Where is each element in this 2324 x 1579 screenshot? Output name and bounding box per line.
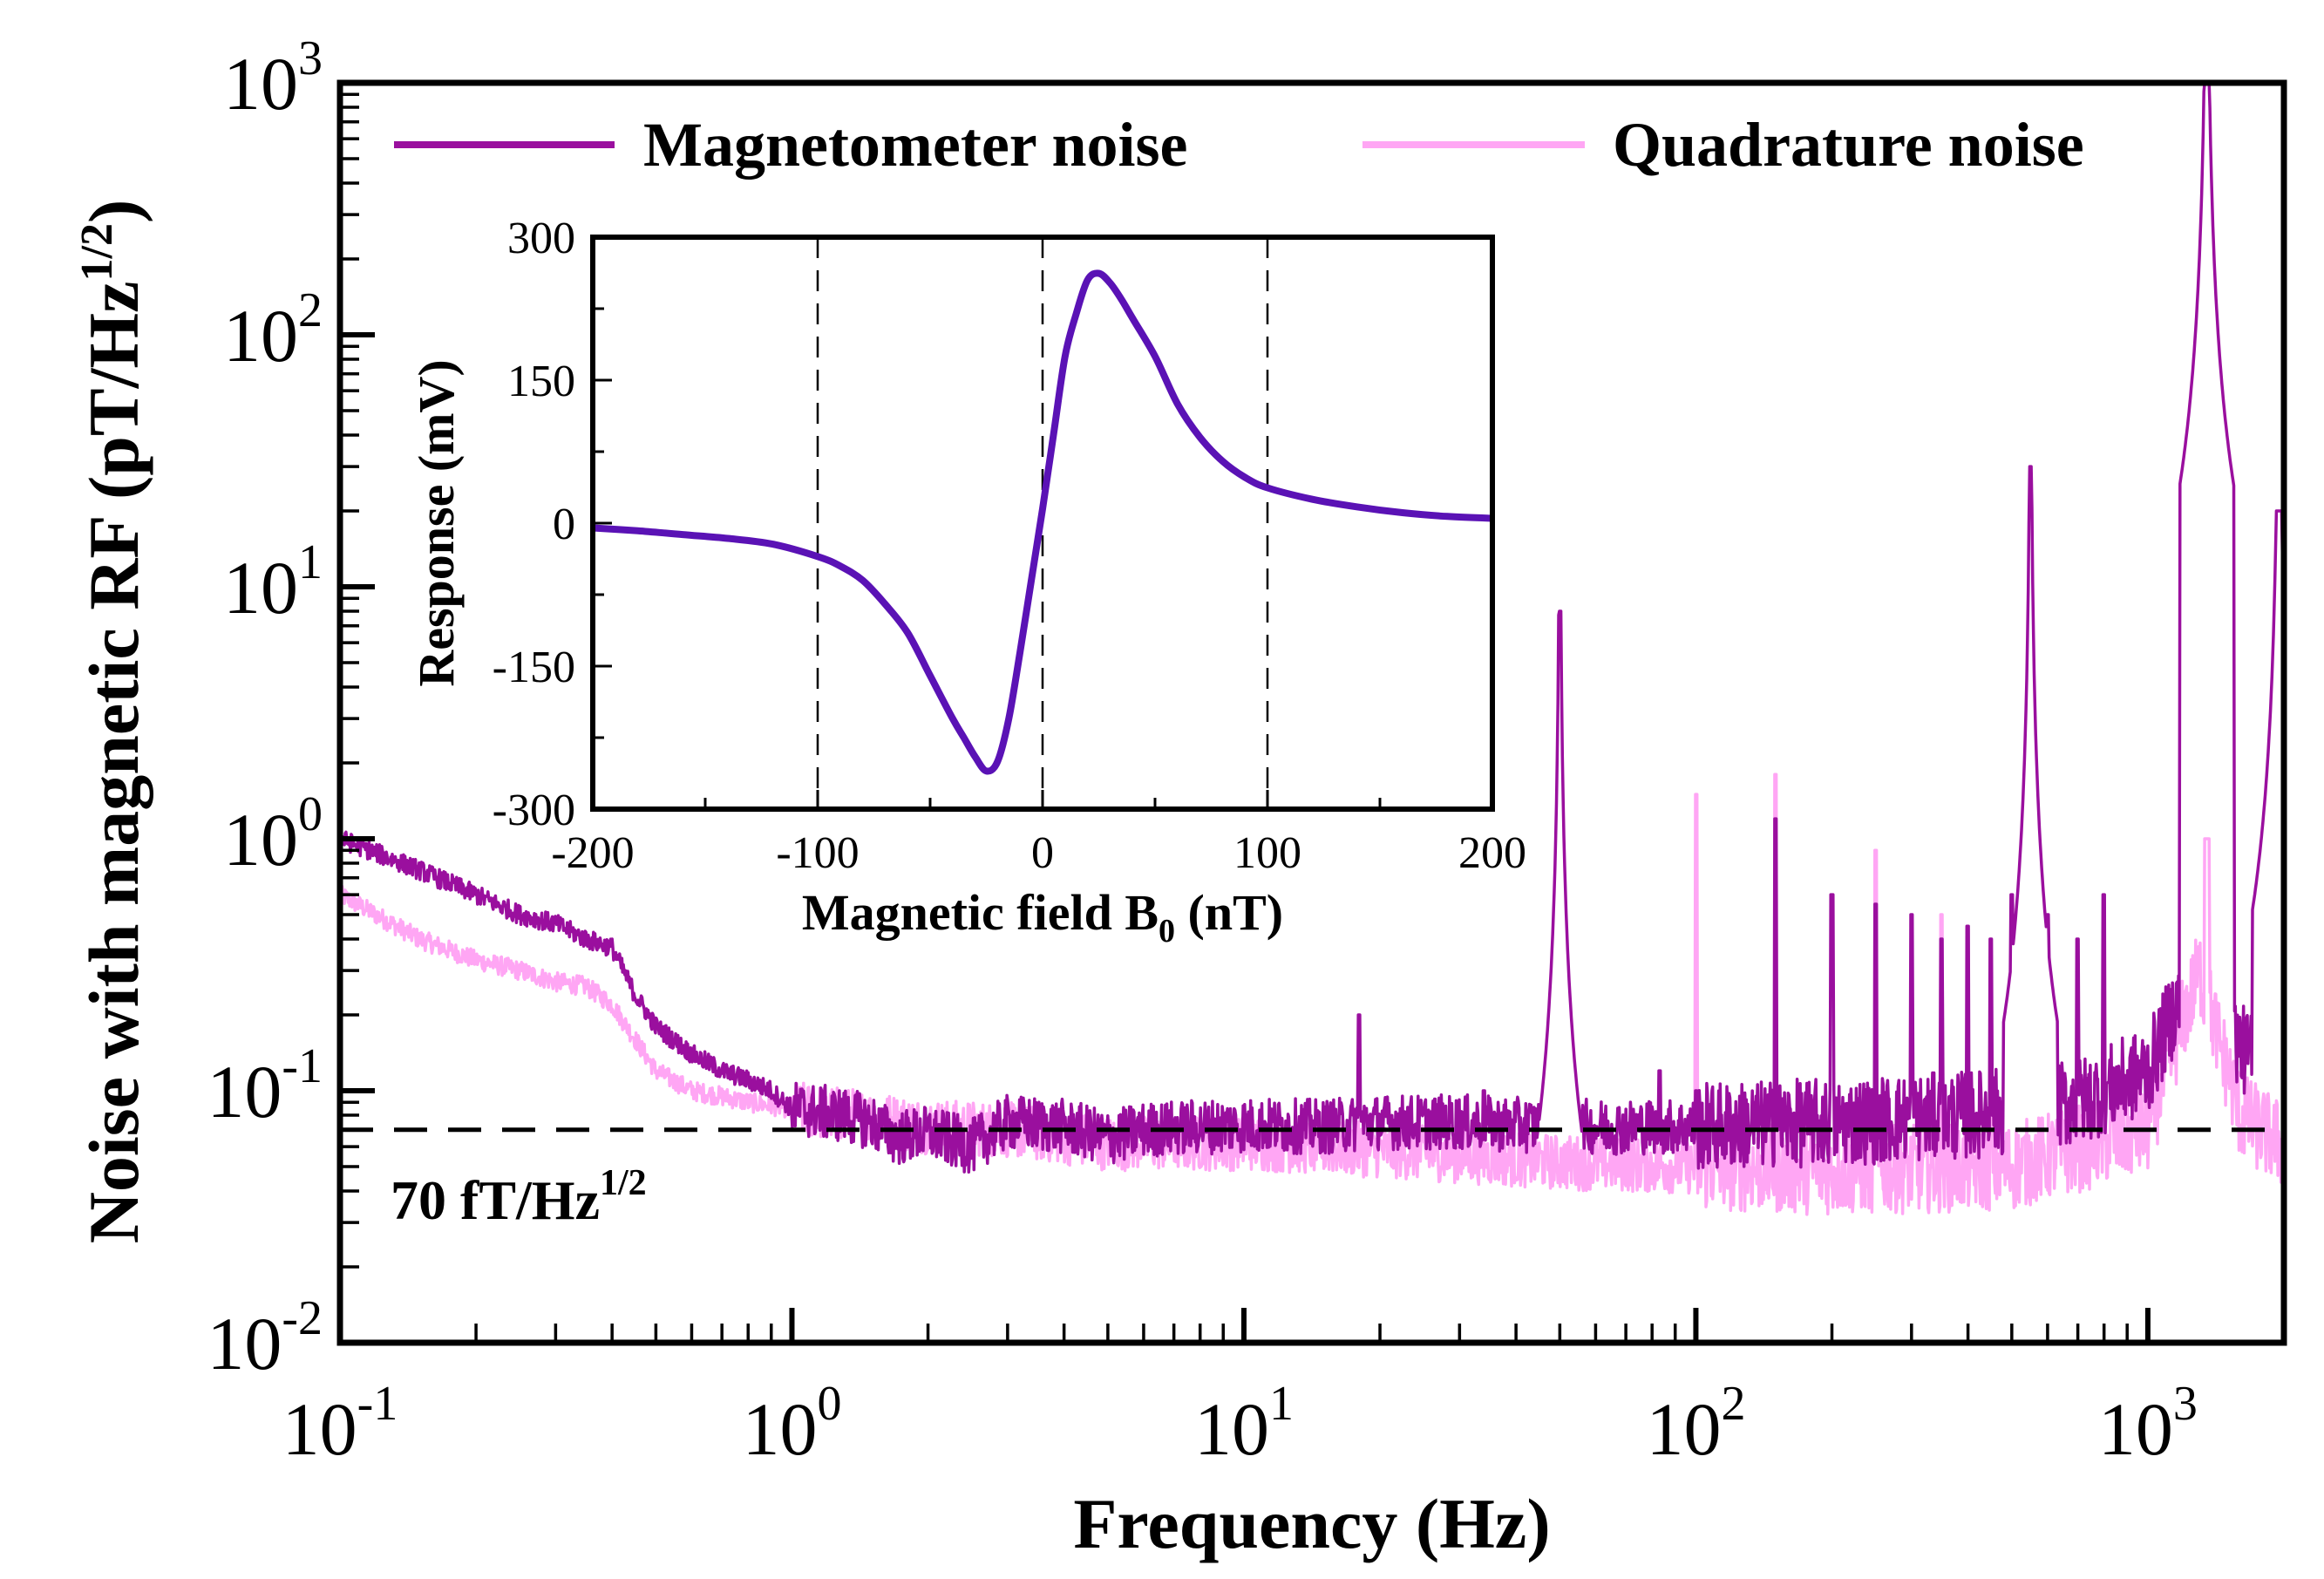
main-series-group xyxy=(338,81,2286,1216)
inset-y-tick-label: 300 xyxy=(507,214,575,263)
inset-x-axis-title: Magnetic field B0 (nT) xyxy=(802,884,1283,949)
y-tick-label: 102 xyxy=(223,283,323,378)
inset-x-tick-label: 0 xyxy=(1031,828,1054,878)
legend-label-quadrature: Quadrature noise xyxy=(1613,110,2084,180)
inset-x-tick-label: -200 xyxy=(551,828,634,878)
series-line-magnetometer-noise xyxy=(338,81,2286,1174)
y-tick-label: 100 xyxy=(223,787,323,881)
x-tick-label: 102 xyxy=(1646,1377,1745,1471)
main-axes-group: 10-1 100 101 102 10310-210-1100101102103Freq… xyxy=(72,31,2287,1563)
inset-x-tick-label: 200 xyxy=(1458,828,1526,878)
y-tick-label: 103 xyxy=(223,31,323,126)
y-tick-label: 10-1 xyxy=(207,1039,323,1133)
inset-x-tick-label: -100 xyxy=(776,828,859,878)
x-tick-label: 103 xyxy=(2098,1377,2198,1471)
y-axis-title: Noise with magnetic RF (pT/Hz1/2) xyxy=(72,200,153,1244)
legend: Magnetometer noise Quadrature noise xyxy=(394,110,2084,180)
inset-chart: -200 -100 0 100 200 -300 -150 0 150 300 Magnetic f… xyxy=(408,214,1526,949)
x-tick-label: 10-1 xyxy=(282,1377,398,1471)
main-plot-frame xyxy=(336,79,2287,1346)
x-tick-label: 101 xyxy=(1194,1377,1294,1471)
y-tick-label: 10-2 xyxy=(207,1291,323,1385)
x-axis-title: Frequency (Hz) xyxy=(1073,1484,1550,1563)
inset-y-tick-label: 150 xyxy=(507,357,575,406)
main-chart: 70 fT/Hz1/2 10-1 100 101 102 10310-210-11001… xyxy=(72,31,2287,1563)
inset-response-curve xyxy=(592,269,1493,775)
y-tick-label: 101 xyxy=(223,535,323,630)
x-tick-label: 100 xyxy=(742,1377,841,1471)
inset-y-tick-label: -300 xyxy=(493,786,575,835)
inset-y-axis-title: Response (mV) xyxy=(408,359,465,686)
legend-label-magnetometer: Magnetometer noise xyxy=(643,110,1187,180)
main-annotation-group: 70 fT/Hz1/2 xyxy=(340,1127,2284,1231)
inset-y-tick-label: 0 xyxy=(553,500,575,549)
inset-y-tick-label: -150 xyxy=(493,643,575,692)
reference-line-label: 70 fT/Hz1/2 xyxy=(391,1163,647,1231)
inset-x-tick-label: 100 xyxy=(1233,828,1301,878)
